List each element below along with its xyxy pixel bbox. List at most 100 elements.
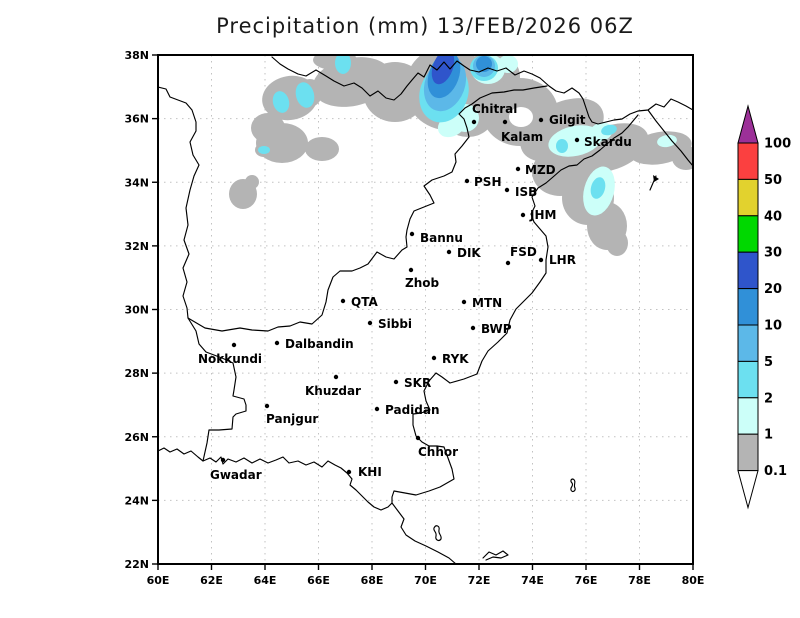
- station-label: Nokkundi: [198, 352, 262, 366]
- station-khuzdar: Khuzdar: [305, 374, 361, 398]
- station-label: Skardu: [584, 135, 632, 149]
- station-dot: [464, 178, 470, 184]
- colorbar-label: 50: [764, 173, 782, 188]
- station-nokkundi: Nokkundi: [198, 342, 262, 366]
- colorbar-segment: [737, 142, 759, 180]
- boundary-afghanistan-north: [271, 56, 693, 125]
- station-bwp: BWP: [470, 322, 512, 336]
- station-dot: [274, 340, 280, 346]
- station-psh: PSH: [464, 175, 501, 189]
- station-label: Panjgur: [266, 412, 318, 426]
- station-dot: [367, 320, 373, 326]
- lat-tick-label: 38N: [124, 49, 149, 62]
- colorbar-label: 100: [764, 137, 791, 152]
- station-qta: QTA: [340, 295, 378, 309]
- station-label: MTN: [472, 296, 502, 310]
- station-label: QTA: [351, 295, 378, 309]
- colorbar-over-arrow: [737, 104, 759, 144]
- station-dot: [415, 435, 421, 441]
- station-dot: [374, 406, 380, 412]
- colorbar-label: 5: [764, 355, 773, 370]
- colorbar-label: 2: [764, 391, 773, 406]
- station-dot: [393, 379, 399, 385]
- station-label: JHM: [529, 208, 556, 222]
- colorbar-label: 40: [764, 209, 782, 224]
- colorbar-legend: 100 50 40 30 20 10 5 2 1 0.1: [737, 104, 791, 510]
- station-isb: ISB: [504, 185, 537, 199]
- boundary-iran-pakistan: [187, 317, 247, 462]
- page-title: Precipitation (mm) 13/FEB/2026 06Z: [216, 14, 634, 38]
- station-jhm: JHM: [520, 208, 556, 222]
- station-label: BWP: [481, 322, 512, 336]
- station-dalbandin: Dalbandin: [274, 337, 354, 351]
- station-dot: [461, 299, 467, 305]
- glacier-mark-head: [653, 175, 659, 182]
- station-gwadar: Gwadar: [210, 457, 262, 482]
- lon-tick-label: 62E: [200, 574, 223, 587]
- small-lake-mark: [570, 478, 576, 493]
- station-label: Dalbandin: [285, 337, 354, 351]
- station-dot: [408, 267, 414, 273]
- lon-tick-label: 74E: [521, 574, 544, 587]
- lon-tick-label: 80E: [682, 574, 705, 587]
- station-label: MZD: [525, 163, 556, 177]
- lon-tick-label: 78E: [628, 574, 651, 587]
- boundary-ladakh: [647, 109, 693, 167]
- lat-tick-label: 22N: [124, 558, 149, 571]
- station-lhr: LHR: [538, 253, 576, 267]
- station-label: FSD: [510, 245, 537, 259]
- station-markers: Chitral Kalam Gilgit Skardu MZD PSH ISB JHM Bann…: [198, 102, 632, 482]
- station-dot: [471, 119, 477, 125]
- lon-tick-label: 60E: [147, 574, 170, 587]
- map-frame: [157, 54, 694, 565]
- station-dot: [574, 137, 580, 143]
- station-label: ISB: [515, 185, 537, 199]
- station-zhob: Zhob: [405, 267, 439, 290]
- precip-shade-20mm: [431, 55, 455, 85]
- lat-tick-label: 32N: [124, 240, 149, 253]
- station-dot: [446, 249, 452, 255]
- station-dot: [504, 187, 510, 193]
- lon-tick-label: 66E: [307, 574, 330, 587]
- station-dik: DIK: [446, 246, 481, 260]
- boundary-iran-afghanistan: [158, 86, 200, 319]
- station-padidan: Padidan: [374, 403, 440, 417]
- station-label: PSH: [474, 175, 501, 189]
- lat-tick-label: 26N: [124, 431, 149, 444]
- station-dot: [231, 342, 237, 348]
- station-panjgur: Panjgur: [264, 403, 318, 426]
- lat-tick-label: 28N: [124, 367, 149, 380]
- station-khi: KHI: [346, 465, 382, 479]
- axis-labels: 60E 62E 64E 66E 68E 70E 72E 74E 76E 78E 80E 38N 36N 3…: [124, 49, 704, 587]
- lat-tick-label: 36N: [124, 113, 149, 126]
- station-mzd: MZD: [515, 163, 556, 177]
- station-mtn: MTN: [461, 296, 502, 310]
- station-label: Gilgit: [549, 113, 586, 127]
- station-chhor: Chhor: [415, 435, 458, 459]
- map-boundaries: [158, 56, 693, 564]
- station-dot: [505, 260, 511, 266]
- station-dot: [431, 355, 437, 361]
- station-ryk: RYK: [431, 352, 469, 366]
- lon-tick-label: 76E: [575, 574, 598, 587]
- station-label: Khuzdar: [305, 384, 361, 398]
- station-label: DIK: [457, 246, 481, 260]
- boundary-pakistan-india: [391, 221, 549, 504]
- station-dot: [470, 325, 476, 331]
- station-label: Sibbi: [378, 317, 412, 331]
- lon-tick-label: 68E: [361, 574, 384, 587]
- lon-tick-label: 72E: [468, 574, 491, 587]
- colorbar-segment: [737, 433, 759, 472]
- station-gilgit: Gilgit: [538, 113, 586, 127]
- lon-tick-label: 64E: [254, 574, 277, 587]
- colorbar-segment: [737, 324, 759, 362]
- lat-tick-label: 34N: [124, 176, 149, 189]
- colorbar-segment: [737, 397, 759, 435]
- colorbar-segment: [737, 288, 759, 326]
- station-label: Chhor: [418, 445, 458, 459]
- station-dot: [264, 403, 270, 409]
- coastline-arabian-sea: [158, 447, 457, 564]
- kori-creek-loop: [433, 525, 442, 541]
- station-label: Kalam: [501, 130, 543, 144]
